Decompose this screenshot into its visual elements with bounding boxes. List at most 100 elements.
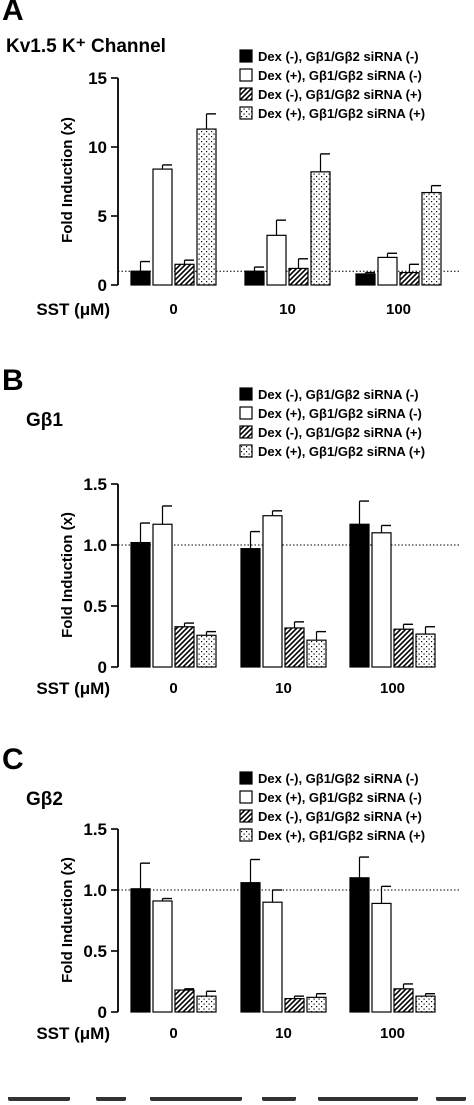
- legend-swatch-4: [239, 828, 253, 842]
- bar-s1-g2: [240, 882, 261, 1013]
- x-tick-label-2: 10: [279, 301, 296, 318]
- x-tick-label-3: 100: [386, 301, 411, 318]
- bar-s3-g2: [284, 627, 305, 668]
- panel-b-title: Gβ1: [26, 410, 63, 431]
- y-tick-label-1: 0.5: [83, 942, 107, 961]
- bar-s3-g1: [174, 263, 195, 286]
- bar-s4-g2: [306, 996, 327, 1013]
- bar-s2-g3: [371, 902, 392, 1013]
- bar-s1-g2: [244, 270, 265, 286]
- cropped-caption-fragment: [318, 1096, 418, 1101]
- legend-swatch-2: [239, 406, 253, 420]
- x-tick-label-1: 0: [169, 1025, 177, 1042]
- bar-s2-g2: [262, 901, 283, 1013]
- legend-swatch-2: [239, 790, 253, 804]
- bar-s3-g3: [399, 271, 420, 286]
- panel-b-chart: Dex (-), Gβ1/Gβ2 siRNA (-) Dex (+), Gβ1/G…: [36, 387, 460, 698]
- bar-s3-g2: [288, 267, 309, 286]
- legend-label-2: Dex (+), Gβ1/Gβ2 siRNA (-): [258, 68, 422, 83]
- bar-s4-g3: [421, 191, 442, 286]
- legend-label-1: Dex (-), Gβ1/Gβ2 siRNA (-): [258, 49, 419, 64]
- legend-swatch-3: [239, 87, 253, 101]
- legend-label-4: Dex (+), Gβ1/Gβ2 siRNA (+): [258, 106, 425, 121]
- panel-a-title: Kv1.5 K⁺ Channel: [6, 36, 166, 57]
- y-tick-label-0: 0: [98, 1003, 107, 1022]
- legend-swatch-3: [239, 809, 253, 823]
- x-tick-label-1: 0: [169, 680, 177, 697]
- x-tick-label-2: 10: [275, 1025, 292, 1042]
- bar-s2-g3: [371, 532, 392, 668]
- x-tick-label-2: 10: [275, 680, 292, 697]
- y-axis-label: Fold Induction (x): [59, 857, 76, 983]
- x-tick-label-3: 100: [380, 1025, 405, 1042]
- legend-swatch-1: [239, 771, 253, 785]
- legend-swatch-2: [239, 68, 253, 82]
- cropped-caption-fragment: [262, 1096, 296, 1101]
- bar-s2-g1: [152, 900, 173, 1013]
- legend-label-3: Dex (-), Gβ1/Gβ2 siRNA (+): [258, 87, 422, 102]
- panel-c-chart: Dex (-), Gβ1/Gβ2 siRNA (-) Dex (+), Gβ1/G…: [36, 771, 460, 1043]
- bar-s2-g1: [152, 523, 173, 668]
- panel-c: C Gβ2 Dex (-), Gβ1/Gβ2 siRNA (-) Dex (+),…: [0, 725, 474, 1085]
- bar-s1-g3: [349, 523, 370, 668]
- bar-s3-g3: [393, 988, 414, 1013]
- legend-label-1: Dex (-), Gβ1/Gβ2 siRNA (-): [258, 771, 419, 786]
- bar-s4-g3: [415, 633, 436, 668]
- x-tick-label-3: 100: [380, 680, 405, 697]
- y-tick-label-2: 1.0: [83, 536, 107, 555]
- legend-label-2: Dex (+), Gβ1/Gβ2 siRNA (-): [258, 790, 422, 805]
- bar-s1-g3: [349, 877, 370, 1013]
- bar-s1-g1: [130, 888, 151, 1013]
- bar-s3-g3: [393, 628, 414, 668]
- bar-s1-g1: [130, 270, 151, 286]
- bar-s3-g1: [174, 989, 195, 1013]
- legend-label-4: Dex (+), Gβ1/Gβ2 siRNA (+): [258, 444, 425, 459]
- legend-swatch-1: [239, 49, 253, 63]
- bar-s4-g2: [310, 171, 331, 286]
- legend-swatch-3: [239, 425, 253, 439]
- cropped-caption-fragment: [8, 1096, 70, 1101]
- legend-label-1: Dex (-), Gβ1/Gβ2 siRNA (-): [258, 387, 419, 402]
- y-tick-label-0: 0: [98, 276, 107, 295]
- cropped-caption-fragment: [436, 1096, 466, 1101]
- bar-s4-g1: [196, 995, 217, 1013]
- bar-s4-g3: [415, 995, 436, 1013]
- cropped-caption-fragment: [150, 1096, 242, 1101]
- bar-s1-g2: [240, 548, 261, 668]
- y-tick-label-1: 0.5: [83, 597, 107, 616]
- y-tick-label-3: 1.5: [83, 820, 107, 839]
- panel-a-chart: Dex (-), Gβ1/Gβ2 siRNA (-) Dex (+), Gβ1/G…: [36, 49, 460, 319]
- panel-letter-c: C: [2, 743, 24, 776]
- bar-s2-g2: [266, 234, 287, 286]
- x-axis-label: SST (μM): [36, 1024, 110, 1043]
- panel-letter-a: A: [2, 0, 24, 27]
- y-tick-label-2: 10: [88, 138, 107, 157]
- y-tick-label-3: 15: [88, 69, 107, 88]
- panel-letter-b: B: [2, 364, 24, 397]
- y-axis-label: Fold Induction (x): [59, 512, 76, 638]
- bar-s1-g3: [355, 273, 376, 286]
- cropped-caption-strip: [0, 1088, 474, 1105]
- x-axis-label: SST (μM): [36, 679, 110, 698]
- bar-s4-g2: [306, 639, 327, 668]
- y-tick-label-1: 5: [98, 207, 107, 226]
- y-tick-label-0: 0: [98, 658, 107, 677]
- bar-s1-g1: [130, 541, 151, 668]
- legend-label-3: Dex (-), Gβ1/Gβ2 siRNA (+): [258, 809, 422, 824]
- legend-label-3: Dex (-), Gβ1/Gβ2 siRNA (+): [258, 425, 422, 440]
- legend-label-4: Dex (+), Gβ1/Gβ2 siRNA (+): [258, 828, 425, 843]
- bar-s4-g1: [196, 634, 217, 668]
- bar-s3-g2: [284, 997, 305, 1013]
- legend-swatch-4: [239, 106, 253, 120]
- bar-s3-g1: [174, 626, 195, 668]
- y-tick-label-2: 1.0: [83, 881, 107, 900]
- bar-s2-g2: [262, 515, 283, 668]
- panel-c-title: Gβ2: [26, 789, 63, 810]
- legend-label-2: Dex (+), Gβ1/Gβ2 siRNA (-): [258, 406, 422, 421]
- legend-swatch-1: [239, 387, 253, 401]
- panel-b: B Gβ1 Dex (-), Gβ1/Gβ2 siRNA (-) Dex (+),…: [0, 360, 474, 725]
- bar-s2-g3: [377, 256, 398, 286]
- x-tick-label-1: 0: [169, 301, 177, 318]
- bar-s2-g1: [152, 168, 173, 286]
- x-axis-label: SST (μM): [36, 300, 110, 319]
